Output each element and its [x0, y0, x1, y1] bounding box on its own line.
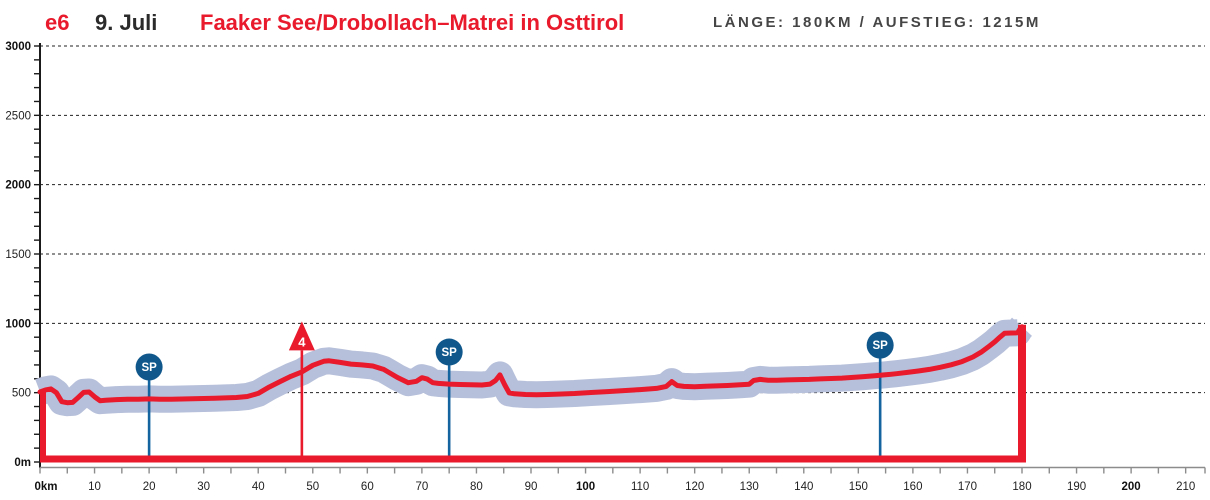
x-tick-label: 180 [1012, 481, 1031, 493]
sprint-marker-icon [135, 353, 163, 381]
x-tick-label: 200 [1122, 481, 1141, 493]
x-tick-label: 50 [306, 481, 319, 493]
sprint-marker-icon [866, 331, 894, 359]
y-tick-label: 2000 [5, 180, 31, 192]
x-tick-label: 80 [470, 481, 483, 493]
x-tick-label: 160 [903, 481, 922, 493]
x-axis: 0km 10 20 30 40 50 60 70 80 90 100 110 120 130 140 150 1… [34, 466, 1206, 493]
x-tick-label: 0km [34, 481, 57, 493]
x-tick-label: 190 [1067, 481, 1086, 493]
sprint-marker-icon [435, 338, 463, 366]
x-tick-label: 170 [958, 481, 977, 493]
y-tick-label: 2500 [5, 110, 31, 122]
x-tick-label: 210 [1176, 481, 1195, 493]
markers: SP 4 SP SP [135, 321, 894, 458]
x-tick-label: 40 [252, 481, 265, 493]
y-tick-label: 0m [14, 457, 31, 469]
y-tick-label: 3000 [5, 41, 31, 53]
climb-category-label: 4 [298, 334, 306, 349]
x-tick-label: 20 [143, 481, 156, 493]
profile-frame [40, 324, 1026, 463]
elevation-line [37, 324, 1025, 406]
y-axis: 0m 500 1000 1500 2000 2500 3000 [5, 41, 41, 469]
x-tick-label: 30 [197, 481, 210, 493]
sprint-label: SP [441, 347, 457, 359]
y-tick-label: 1000 [5, 318, 31, 330]
x-tick-label: 10 [88, 481, 101, 493]
x-tick-label: 150 [849, 481, 868, 493]
sprint-label: SP [872, 340, 888, 352]
y-tick-label: 500 [12, 388, 31, 400]
x-tick-label: 120 [685, 481, 704, 493]
x-tick-label: 140 [794, 481, 813, 493]
climb-marker-icon [288, 321, 315, 351]
x-tick-label: 60 [361, 481, 374, 493]
sprint-label: SP [141, 362, 157, 374]
stage-title: Faaker See/Drobollach–Matrei in Osttirol [200, 10, 625, 35]
x-tick-label: 130 [740, 481, 759, 493]
stage-date: 9. Juli [95, 10, 158, 35]
stage-header: e6 9. Juli Faaker See/Drobollach–Matrei … [0, 8, 1210, 40]
x-tick-label: 90 [525, 481, 538, 493]
x-tick-label: 110 [631, 481, 649, 493]
x-tick-label: 70 [415, 481, 428, 493]
stage-stats: LÄNGE: 180KM / AUFSTIEG: 1215M [713, 14, 1041, 31]
stage-code: e6 [45, 10, 70, 35]
y-tick-label: 1500 [5, 249, 31, 261]
sprint-stems [147, 345, 882, 458]
x-tick-label: 100 [576, 481, 595, 493]
gridlines [40, 45, 1205, 394]
